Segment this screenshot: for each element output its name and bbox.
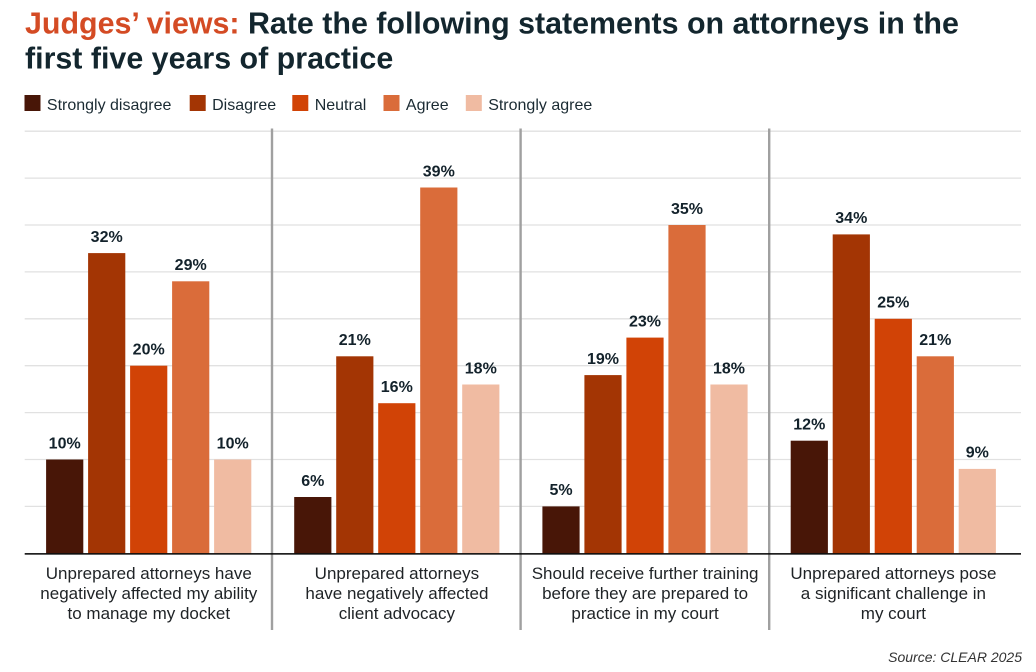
svg-text:12%: 12% [793, 417, 825, 434]
svg-text:10%: 10% [217, 435, 249, 452]
svg-text:6%: 6% [301, 473, 324, 490]
svg-text:to manage my docket: to manage my docket [68, 604, 231, 623]
svg-text:Agree: Agree [406, 97, 449, 114]
svg-text:before they are prepared to: before they are prepared to [542, 584, 748, 603]
svg-text:23%: 23% [629, 313, 661, 330]
svg-text:client advocacy: client advocacy [339, 604, 456, 623]
svg-text:Unprepared attorneys pose: Unprepared attorneys pose [790, 564, 996, 583]
svg-text:21%: 21% [919, 332, 951, 349]
svg-text:9%: 9% [966, 445, 989, 462]
svg-text:Strongly agree: Strongly agree [488, 97, 592, 114]
svg-text:Source: CLEAR 2025: Source: CLEAR 2025 [888, 649, 1022, 665]
svg-text:39%: 39% [423, 163, 455, 180]
svg-text:19%: 19% [587, 351, 619, 368]
svg-text:16%: 16% [381, 379, 413, 396]
svg-text:5%: 5% [549, 482, 572, 499]
svg-text:Unprepared attorneys: Unprepared attorneys [315, 564, 479, 583]
svg-text:18%: 18% [465, 360, 497, 377]
svg-text:Judges’ views: Rate the follow: Judges’ views: Rate the following statem… [25, 7, 959, 41]
svg-text:Disagree: Disagree [212, 97, 276, 114]
svg-text:Should receive further trainin: Should receive further training [532, 564, 759, 583]
svg-text:10%: 10% [49, 435, 81, 452]
svg-text:have negatively affected: have negatively affected [305, 584, 488, 603]
svg-text:negatively affected my ability: negatively affected my ability [40, 584, 258, 603]
svg-text:18%: 18% [713, 360, 745, 377]
svg-text:32%: 32% [91, 229, 123, 246]
svg-text:a significant challenge in: a significant challenge in [801, 584, 986, 603]
svg-text:first five years of practice: first five years of practice [25, 42, 393, 76]
svg-text:my court: my court [861, 604, 926, 623]
svg-text:25%: 25% [877, 295, 909, 312]
svg-text:20%: 20% [133, 342, 165, 359]
svg-text:Neutral: Neutral [315, 97, 367, 114]
svg-text:35%: 35% [671, 201, 703, 218]
svg-text:34%: 34% [835, 210, 867, 227]
svg-text:practice in my court: practice in my court [571, 604, 719, 623]
svg-text:Strongly disagree: Strongly disagree [47, 97, 172, 114]
svg-text:21%: 21% [339, 332, 371, 349]
svg-text:29%: 29% [175, 257, 207, 274]
svg-text:Unprepared attorneys have: Unprepared attorneys have [46, 564, 252, 583]
